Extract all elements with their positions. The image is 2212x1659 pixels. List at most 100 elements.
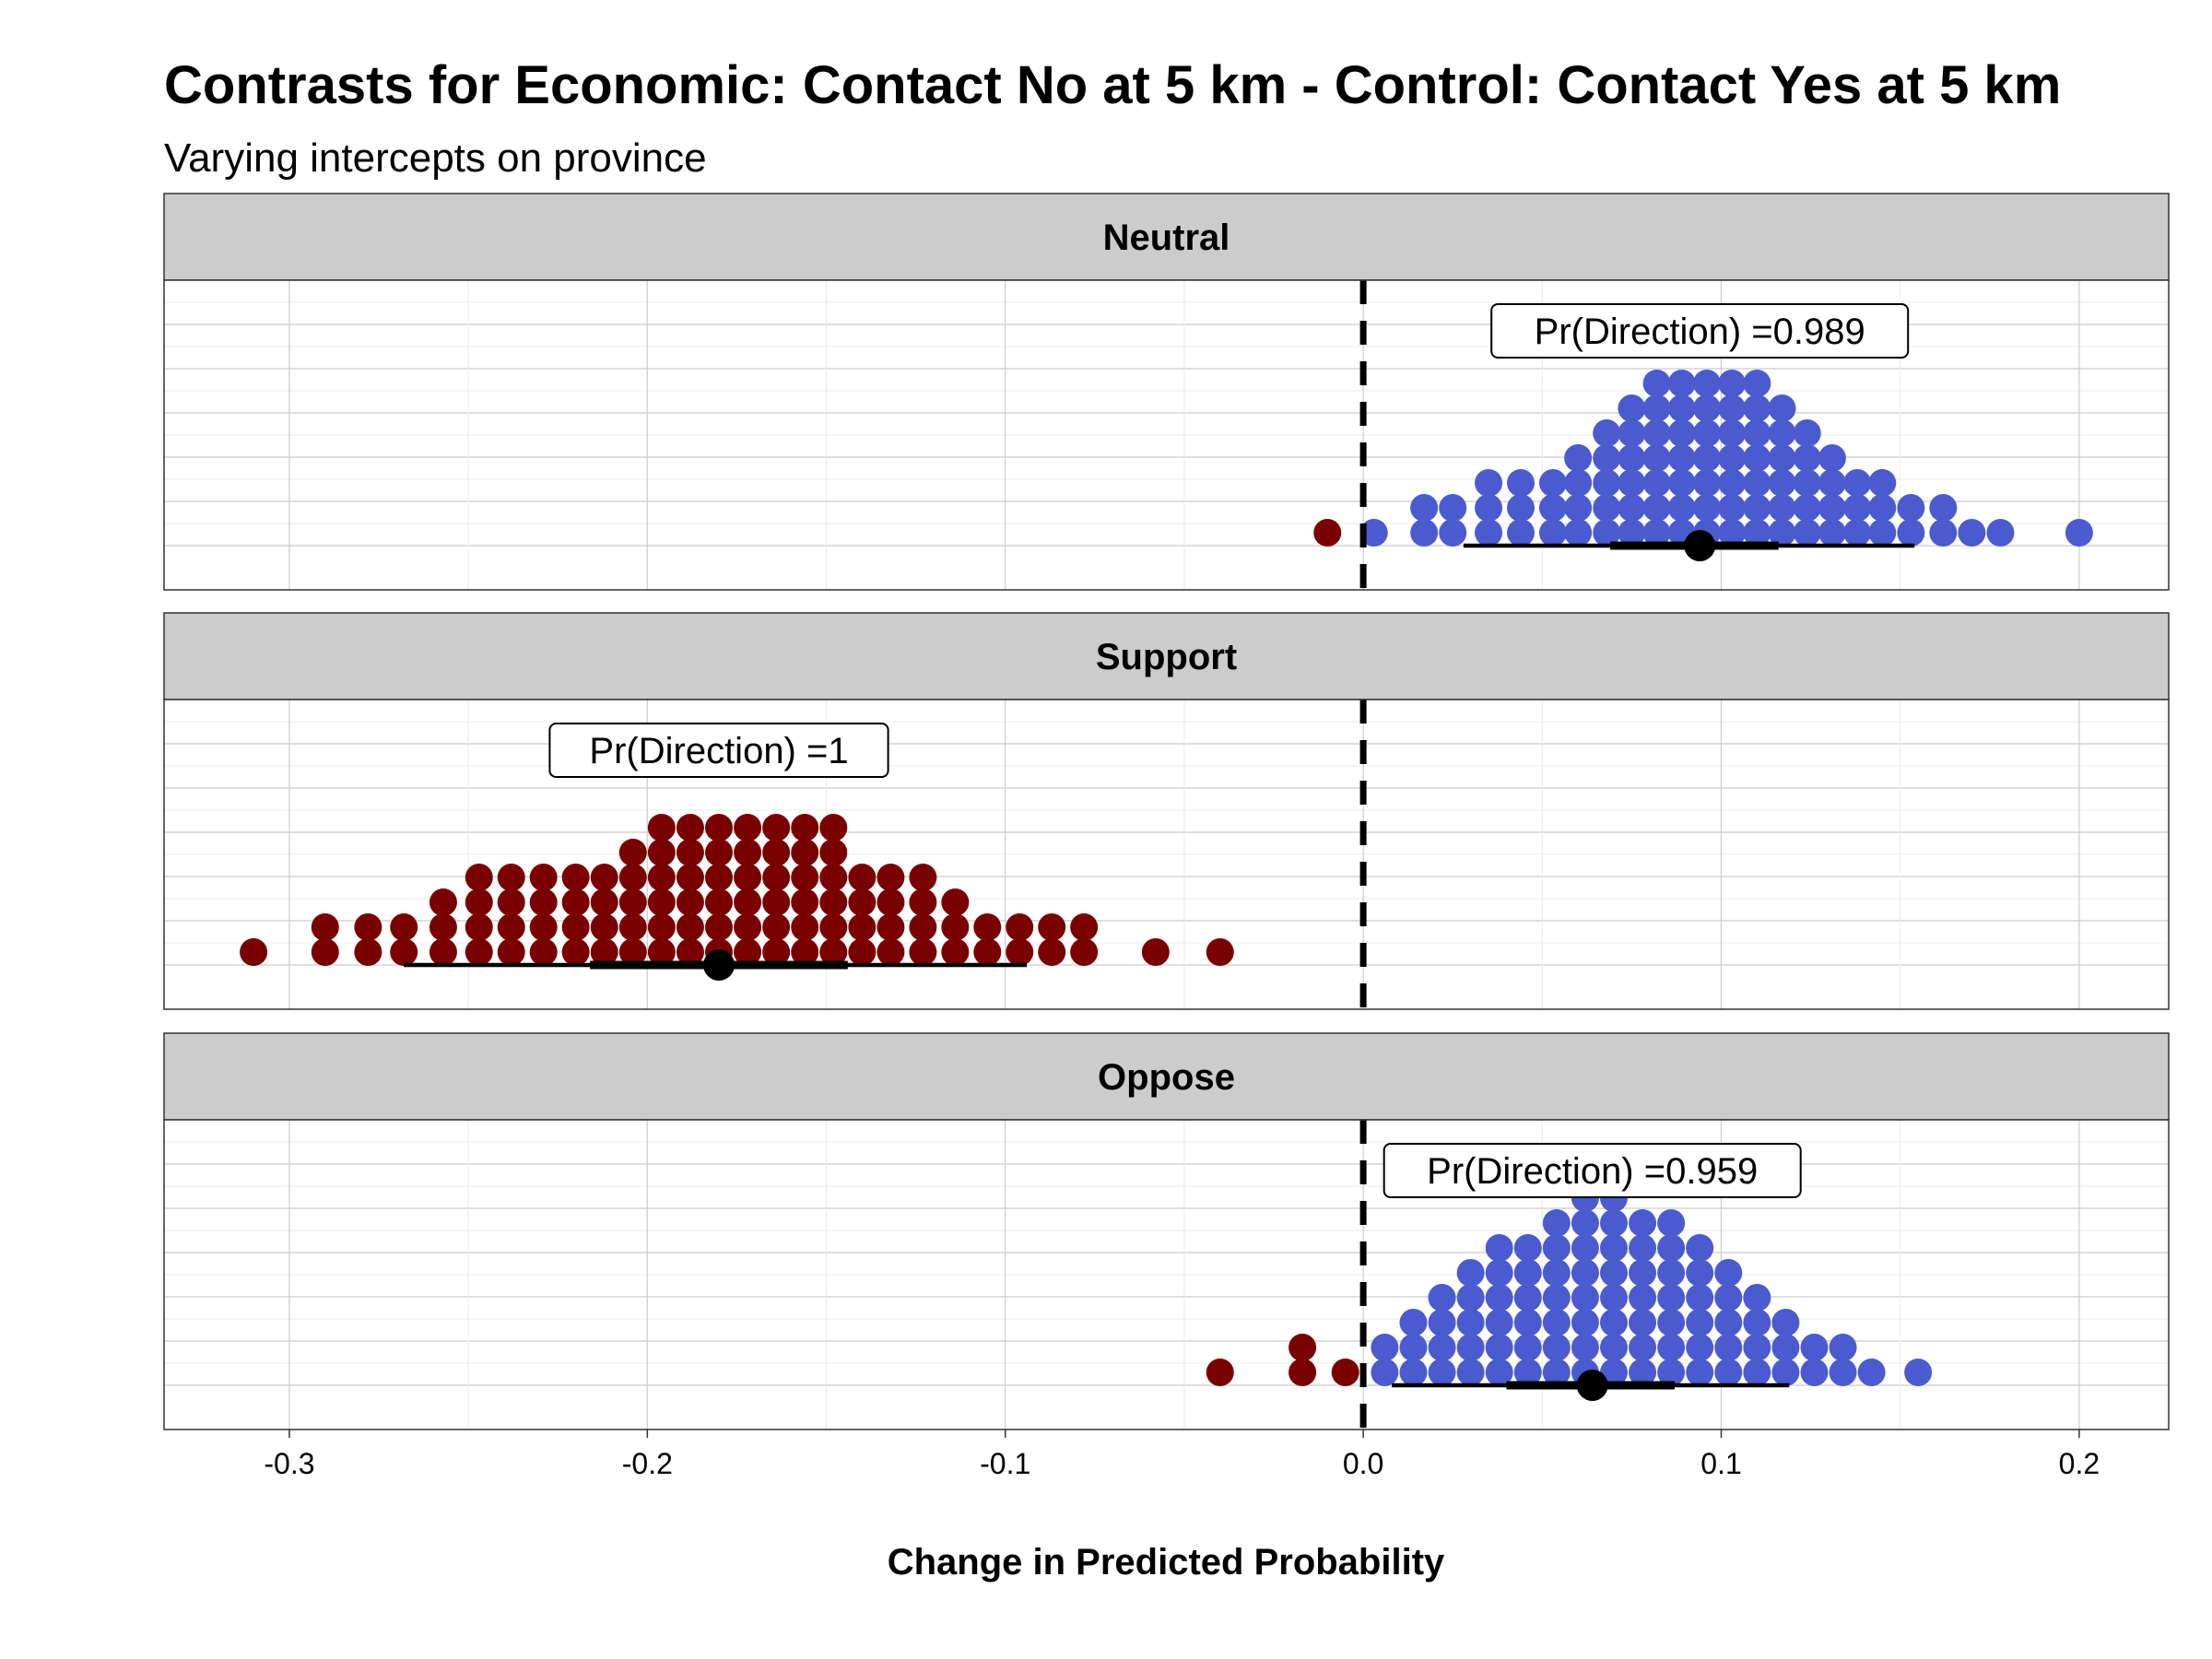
posterior-dot: [1768, 419, 1796, 447]
posterior-dot: [429, 888, 457, 916]
posterior-dot: [1599, 1209, 1628, 1237]
posterior-dot: [762, 864, 791, 891]
posterior-dot: [1868, 519, 1897, 547]
posterior-dot: [1657, 1209, 1686, 1237]
posterior-dot: [1692, 370, 1721, 397]
posterior-dot: [618, 888, 647, 916]
posterior-dot: [1800, 1359, 1829, 1386]
posterior-dot: [1667, 394, 1696, 422]
posterior-dot: [1642, 444, 1671, 472]
posterior-dot: [1743, 394, 1771, 422]
posterior-dot: [848, 864, 877, 891]
posterior-dot: [311, 938, 339, 966]
posterior-dot: [1714, 1284, 1743, 1312]
posterior-dot: [1313, 519, 1342, 547]
posterior-dot: [561, 938, 590, 966]
posterior-dot: [1642, 469, 1671, 497]
posterior-dot: [465, 864, 493, 891]
posterior-dot: [497, 888, 525, 916]
posterior-dot: [762, 814, 791, 841]
posterior-dot: [1718, 519, 1747, 547]
posterior-dot: [1599, 1309, 1628, 1336]
posterior-dot: [1507, 519, 1535, 547]
posterior-dot: [1456, 1334, 1485, 1361]
posterior-dot: [1818, 469, 1846, 497]
posterior-dot: [1206, 938, 1234, 966]
posterior-dot: [1829, 1359, 1857, 1386]
posterior-dot: [561, 888, 590, 916]
panel-support: Support Pr(Direction) =1: [163, 612, 2170, 1010]
posterior-dot: [734, 839, 762, 866]
posterior-dot: [1456, 1259, 1485, 1287]
posterior-dot: [1857, 1359, 1886, 1386]
posterior-dot: [1593, 469, 1621, 497]
posterior-dot: [240, 938, 268, 966]
posterior-dot: [1513, 1259, 1542, 1287]
posterior-dot: [529, 864, 558, 891]
posterior-dot: [791, 864, 819, 891]
posterior-dot: [1006, 938, 1034, 966]
posterior-dot: [791, 938, 819, 966]
posterior-dot: [1288, 1359, 1317, 1386]
posterior-dot: [1593, 444, 1621, 472]
posterior-dot: [1667, 370, 1696, 397]
posterior-dot: [1399, 1359, 1428, 1386]
posterior-dot: [529, 913, 558, 941]
facet-strip-label: Oppose: [1098, 1057, 1235, 1098]
posterior-dot: [1571, 1309, 1599, 1336]
posterior-dot: [1629, 1284, 1657, 1312]
facet-strip: [163, 1032, 2170, 1121]
posterior-dot: [429, 938, 457, 966]
posterior-dot: [1771, 1334, 1800, 1361]
posterior-dot: [705, 814, 734, 841]
posterior-dot: [877, 888, 905, 916]
posterior-dot: [973, 913, 1002, 941]
posterior-dot: [1768, 444, 1796, 472]
posterior-dot: [909, 913, 937, 941]
posterior-dot: [1038, 938, 1066, 966]
posterior-dot: [561, 864, 590, 891]
posterior-dot: [429, 913, 457, 941]
posterior-dot: [734, 864, 762, 891]
posterior-dot: [1692, 394, 1721, 422]
posterior-dot: [762, 913, 791, 941]
posterior-dot: [941, 913, 970, 941]
posterior-dot: [618, 938, 647, 966]
posterior-dot: [1070, 938, 1099, 966]
posterior-dot: [1829, 1334, 1857, 1361]
posterior-dot: [1593, 519, 1621, 547]
posterior-dot: [1657, 1359, 1686, 1386]
posterior-dot: [1771, 1309, 1800, 1336]
posterior-dot: [1868, 494, 1897, 522]
posterior-dot: [529, 888, 558, 916]
posterior-dot: [1743, 519, 1771, 547]
posterior-dot: [1599, 1284, 1628, 1312]
posterior-dot: [877, 913, 905, 941]
posterior-dot: [734, 938, 762, 966]
posterior-dot: [1456, 1359, 1485, 1386]
posterior-dot: [1843, 494, 1872, 522]
posterior-dot: [1743, 469, 1771, 497]
panel-border: [163, 1119, 2170, 1430]
posterior-dot: [676, 839, 704, 866]
posterior-dot: [1692, 469, 1721, 497]
posterior-dot: [1718, 419, 1747, 447]
posterior-dot: [1692, 444, 1721, 472]
posterior-dot: [1629, 1334, 1657, 1361]
posterior-dot: [311, 913, 339, 941]
posterior-dot: [1793, 519, 1821, 547]
posterior-dot: [1800, 1334, 1829, 1361]
posterior-dot: [1904, 1359, 1933, 1386]
posterior-dot: [1618, 469, 1646, 497]
posterior-dot: [1485, 1334, 1513, 1361]
posterior-dot: [1485, 1284, 1513, 1312]
posterior-dot: [1542, 1209, 1571, 1237]
posterior-dot: [1718, 394, 1747, 422]
posterior-dot: [1718, 469, 1747, 497]
pr-direction-label-box: [548, 723, 889, 778]
posterior-dot: [1485, 1259, 1513, 1287]
posterior-dot: [1513, 1284, 1542, 1312]
posterior-dot: [1475, 519, 1503, 547]
posterior-dot: [1642, 370, 1671, 397]
posterior-dot: [465, 913, 493, 941]
